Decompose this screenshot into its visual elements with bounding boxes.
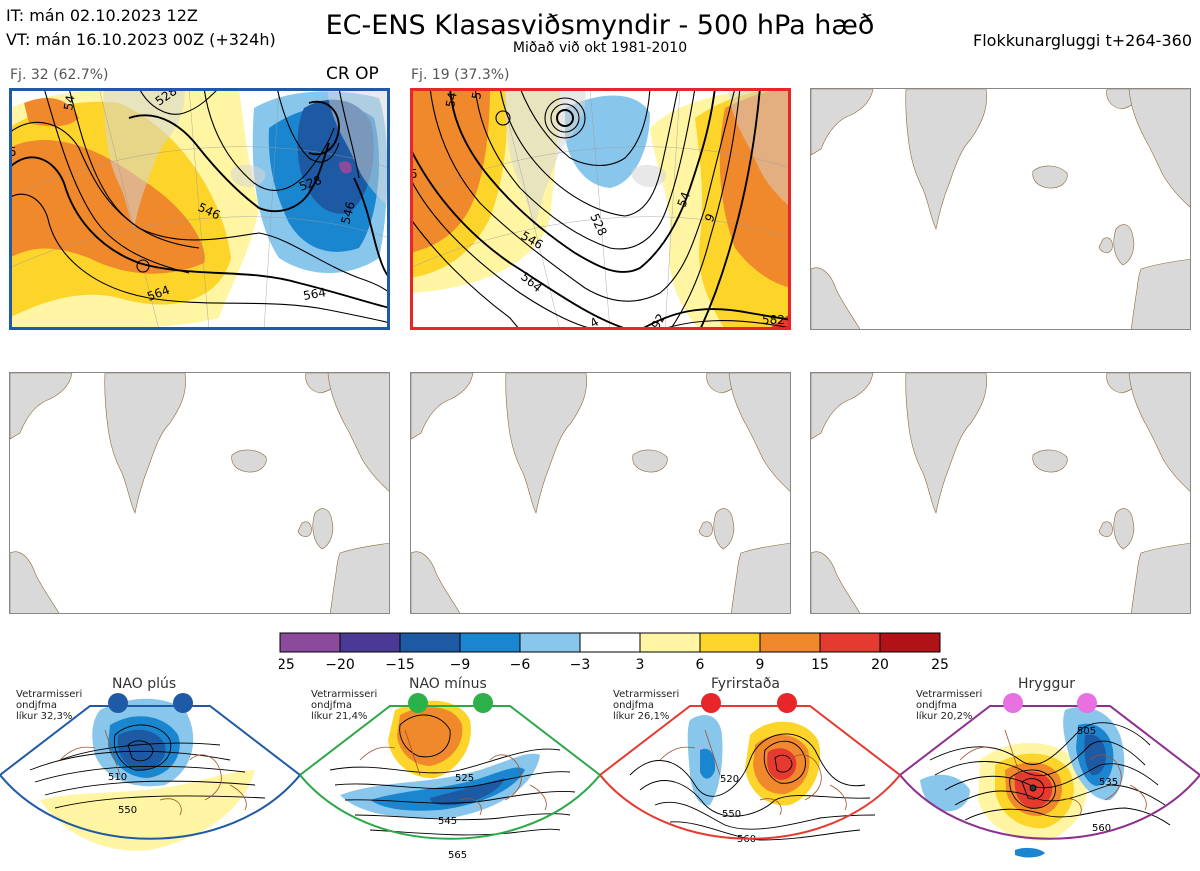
colorbar-tick-label: −15 [385, 657, 415, 673]
contour-label: 54 [443, 91, 459, 108]
initial-time: IT: mán 02.10.2023 12Z [6, 6, 198, 25]
colorbar-swatch [819, 632, 881, 653]
regime-nao-plus-map: 510 550 [0, 693, 300, 851]
regime-ridge-title: Hryggur [1018, 676, 1075, 692]
colorbar-tick-label: −9 [450, 657, 471, 673]
colorbar-tick-label: 9 [756, 657, 765, 673]
cluster-2-map: 528 546 564 582 54 51 5 54 9 4 92 [410, 88, 791, 330]
cluster-1-tag: CR OP [326, 64, 379, 84]
colorbar-tick-label: 20 [871, 657, 889, 673]
contour-label: 565 [448, 850, 467, 861]
colorbar-tick-label: 25 [931, 657, 949, 673]
empty-map-6 [810, 372, 1191, 614]
regime-dot [473, 693, 493, 713]
cluster-1-map: 528 546 564 54 5 528 546 564 [9, 88, 390, 330]
colorbar-swatch [879, 632, 941, 653]
colorbar-swatch [639, 632, 701, 653]
contour-label: 5 [9, 145, 17, 159]
regime-nao-plus-title: NAO plús [112, 676, 177, 692]
empty-map-4 [9, 372, 390, 614]
contour-label: 560 [1092, 823, 1111, 834]
colorbar: −25 −20 −15 −9 −6 −3 3 6 9 15 20 25 [279, 632, 949, 673]
contour-label: 92 [648, 311, 668, 330]
regime-dot [173, 693, 193, 713]
contour-label: 550 [722, 809, 741, 820]
empty-map-5 [410, 372, 791, 614]
empty-map-3 [810, 88, 1191, 330]
contour-label: 51 [469, 88, 485, 101]
colorbar-tick-label: 15 [811, 657, 829, 673]
page-subtitle: Miðað við okt 1981-2010 [512, 40, 688, 56]
regime-dot [701, 693, 721, 713]
regime-dot [1077, 693, 1097, 713]
contour-label: 54 [61, 94, 77, 111]
contour-label: 5 [410, 167, 418, 181]
regime-dot [1003, 693, 1023, 713]
cluster-2-frame [410, 88, 791, 330]
colorbar-tick-label: −3 [570, 657, 591, 673]
colorbar-tick-label: −6 [510, 657, 531, 673]
contour-label: 525 [455, 773, 474, 784]
contour-label: 545 [438, 816, 457, 827]
regime-blocking-note: Vetrarmisseri ondjfma líkur 26,1% [613, 689, 680, 722]
colorbar-swatch [339, 632, 401, 653]
regime-nao-minus-map: 525 545 565 [300, 693, 600, 861]
colorbar-swatch [579, 632, 641, 653]
regime-dot [108, 693, 128, 713]
contour-label: 535 [1099, 777, 1118, 788]
regime-nao-minus-note: Vetrarmisseri ondjfma líkur 21,4% [311, 689, 378, 722]
colorbar-swatch [759, 632, 821, 653]
regime-ridge-note: Vetrarmisseri ondjfma líkur 20,2% [916, 689, 983, 722]
cluster-1-frame [9, 88, 390, 330]
colorbar-tick-label: 3 [636, 657, 645, 673]
svg-text:546: 546 [338, 200, 357, 226]
contour-label: 520 [720, 774, 739, 785]
colorbar-swatch [279, 632, 341, 653]
cluster-2-label: Fj. 19 (37.3%) [411, 67, 510, 83]
page-title: EC-ENS Klasasviðsmyndir - 500 hPa hæð [325, 10, 875, 41]
contour-label: 505 [1077, 726, 1096, 737]
colorbar-tick-label: −20 [325, 657, 355, 673]
regime-blocking-title: Fyrirstaða [711, 676, 780, 692]
colorbar-swatch [399, 632, 461, 653]
colorbar-swatch [459, 632, 521, 653]
colorbar-tick-label: 6 [696, 657, 705, 673]
regime-dot [408, 693, 428, 713]
contour-label: 550 [118, 805, 137, 816]
valid-time: VT: mán 16.10.2023 00Z (+324h) [6, 30, 276, 49]
contour-label: 510 [108, 772, 127, 783]
regime-ridge-map: 505 535 560 [900, 693, 1200, 858]
colorbar-swatch [699, 632, 761, 653]
regime-nao-plus-note: Vetrarmisseri ondjfma líkur 32,3% [16, 689, 83, 722]
contour-label: 54 [675, 190, 693, 209]
svg-text:564: 564 [302, 285, 327, 303]
colorbar-swatch [519, 632, 581, 653]
cluster-1-label: Fj. 32 (62.7%) [10, 67, 109, 83]
classification-window: Flokkunargluggi t+264-360 [973, 31, 1192, 50]
regime-nao-minus-title: NAO mínus [409, 676, 487, 692]
regime-dot [777, 693, 797, 713]
colorbar-tick-label: −25 [279, 657, 295, 673]
contour-label: 582 [762, 313, 785, 327]
regime-blocking-map: 520 550 560 [600, 693, 900, 845]
